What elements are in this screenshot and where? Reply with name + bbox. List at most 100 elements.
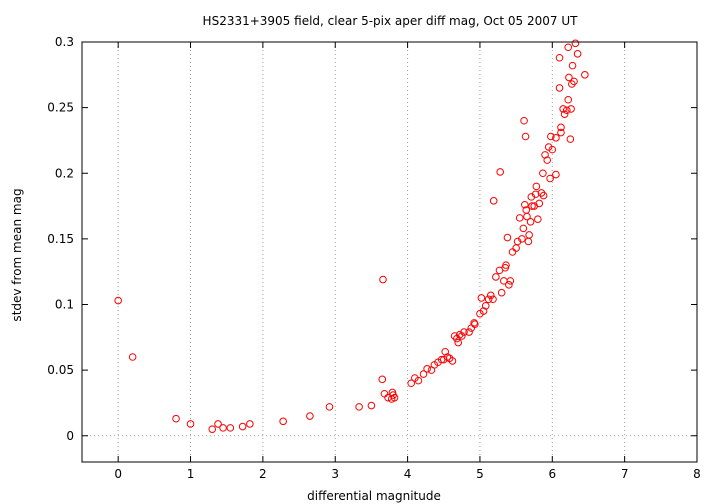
y-tick-label: 0 bbox=[66, 429, 74, 443]
data-point bbox=[114, 296, 122, 305]
x-tick-label: 7 bbox=[621, 467, 629, 481]
data-point bbox=[512, 244, 520, 252]
data-point bbox=[568, 80, 576, 88]
data-point bbox=[419, 370, 428, 378]
data-point bbox=[562, 106, 571, 115]
data-point bbox=[460, 328, 468, 336]
data-point bbox=[306, 412, 314, 420]
data-point bbox=[441, 347, 450, 356]
x-tick-label: 1 bbox=[187, 467, 195, 481]
data-point bbox=[570, 77, 578, 86]
data-point bbox=[443, 353, 452, 361]
data-point bbox=[378, 375, 387, 384]
y-tick-label: 0.3 bbox=[55, 35, 74, 49]
plot-frame bbox=[81, 41, 698, 463]
x-tick-label: 8 bbox=[693, 467, 701, 481]
data-points bbox=[114, 39, 589, 433]
data-point bbox=[497, 288, 506, 297]
data-point bbox=[414, 376, 423, 385]
chart-title: HS2331+3905 field, clear 5-pix aper diff… bbox=[203, 14, 579, 28]
data-point bbox=[568, 61, 577, 70]
data-point bbox=[546, 174, 554, 183]
data-point bbox=[567, 105, 575, 113]
data-point bbox=[552, 134, 560, 142]
data-point bbox=[172, 414, 180, 423]
data-point bbox=[548, 145, 557, 154]
data-point bbox=[492, 273, 500, 281]
data-point bbox=[543, 156, 552, 164]
data-point bbox=[128, 353, 137, 361]
data-point bbox=[560, 110, 569, 118]
data-point bbox=[477, 294, 486, 302]
data-point bbox=[355, 403, 363, 411]
data-point bbox=[526, 218, 535, 226]
data-point bbox=[367, 401, 376, 410]
data-point bbox=[535, 199, 544, 208]
data-point bbox=[557, 128, 565, 137]
data-point bbox=[525, 231, 533, 239]
data-point bbox=[380, 389, 389, 398]
data-point bbox=[505, 281, 513, 289]
y-tick-label: 0.2 bbox=[55, 166, 74, 180]
data-point bbox=[455, 330, 464, 339]
y-axis-title: stdev from mean mag bbox=[10, 188, 24, 321]
data-point bbox=[246, 420, 254, 428]
data-point bbox=[520, 116, 528, 125]
data-point bbox=[519, 224, 528, 233]
data-point bbox=[523, 212, 531, 221]
data-point bbox=[573, 50, 582, 58]
data-point bbox=[489, 295, 497, 304]
data-point bbox=[450, 332, 459, 340]
grid-lines bbox=[82, 42, 697, 462]
data-point bbox=[524, 237, 533, 246]
data-point bbox=[481, 302, 490, 310]
data-point bbox=[581, 71, 589, 79]
data-point bbox=[219, 424, 227, 432]
data-point bbox=[458, 332, 466, 340]
data-point bbox=[325, 403, 334, 411]
data-point bbox=[571, 39, 580, 48]
data-point bbox=[379, 275, 387, 284]
data-point bbox=[508, 248, 517, 256]
data-point bbox=[226, 424, 235, 432]
data-point bbox=[471, 320, 479, 328]
data-point bbox=[484, 295, 493, 304]
data-point bbox=[527, 193, 536, 201]
data-point bbox=[555, 84, 564, 92]
x-tick-label: 5 bbox=[476, 467, 484, 481]
data-point bbox=[513, 237, 522, 246]
x-tick-label: 6 bbox=[548, 467, 556, 481]
data-point bbox=[531, 190, 540, 199]
data-point bbox=[496, 168, 505, 176]
data-point bbox=[539, 191, 548, 200]
data-point bbox=[521, 200, 529, 209]
data-point bbox=[186, 420, 195, 428]
axis-ticks: 0 1 2 3 4 5 6 7 8 0 0.05 0.1 0.15 0.2 0.25 0.3 bbox=[47, 35, 701, 481]
data-point bbox=[470, 319, 478, 327]
y-tick-label: 0.05 bbox=[47, 363, 74, 377]
x-tick-label: 3 bbox=[331, 467, 339, 481]
x-tick-label: 2 bbox=[259, 467, 267, 481]
data-point bbox=[557, 123, 565, 132]
data-point bbox=[506, 277, 515, 285]
data-point bbox=[537, 189, 546, 197]
data-point bbox=[552, 170, 560, 179]
data-point bbox=[534, 215, 542, 223]
data-point bbox=[279, 417, 287, 426]
data-point bbox=[559, 105, 567, 113]
data-point bbox=[423, 365, 431, 373]
x-tick-label: 4 bbox=[404, 467, 412, 481]
data-point bbox=[518, 235, 526, 243]
data-point bbox=[208, 425, 217, 433]
y-tick-label: 0.15 bbox=[47, 232, 74, 246]
data-point bbox=[515, 214, 524, 222]
data-point bbox=[521, 132, 530, 141]
data-point bbox=[565, 73, 573, 82]
data-point bbox=[555, 53, 564, 62]
data-point bbox=[465, 328, 473, 336]
data-point bbox=[539, 169, 547, 178]
data-point bbox=[502, 261, 510, 269]
data-point bbox=[547, 132, 555, 141]
data-point bbox=[489, 197, 498, 205]
data-point bbox=[214, 420, 222, 428]
